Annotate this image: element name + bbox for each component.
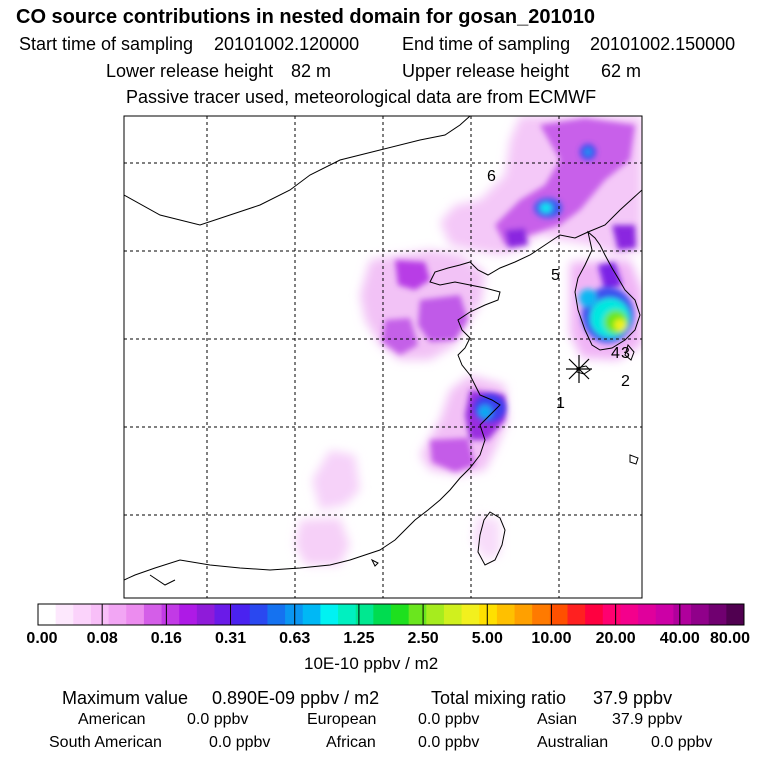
colorbar-swatch [338,604,357,625]
colorbar-swatch [426,604,445,625]
colorbar-label: 5.00 [471,630,503,647]
colorbar-label: 2.50 [407,630,439,647]
colorbar-swatch [214,604,233,625]
colorbar-swatch [285,604,304,625]
coastlines [124,116,642,586]
colorbar-label: 0.16 [150,630,182,647]
start-time-value: 20101002.120000 [214,34,360,54]
colorbar [37,603,745,626]
australian-value: 0.0 ppbv [651,734,713,751]
colorbar-swatch [532,604,551,625]
american-value: 0.0 ppbv [187,711,249,728]
european-label: European [307,711,377,728]
colorbar-swatch [726,604,745,625]
colorbar-swatch [585,604,604,625]
receptor-star-icon [566,355,592,383]
colorbar-swatch [479,604,498,625]
point-label-3: 3 [621,345,630,362]
colorbar-label: 0.08 [86,630,118,647]
colorbar-swatch [708,604,727,625]
colorbar-swatch [567,604,586,625]
total-mixing-value: 37.9 ppbv [593,688,673,708]
colorbar-swatch [143,604,163,625]
colorbar-swatch [355,604,374,625]
colorbar-swatch [549,604,568,625]
colorbar-label: 0.63 [279,630,311,647]
south-american-value: 0.0 ppbv [209,734,271,751]
colorbar-frame [37,603,745,626]
colorbar-swatch [602,604,621,625]
map-frame [123,115,643,599]
graticule [124,116,642,598]
lower-release-label: Lower release height [106,61,274,81]
colorbar-label: 0.31 [214,630,247,647]
colorbar-swatch [73,604,92,625]
figure-title: CO source contributions in nested domain… [16,6,596,28]
colorbar-label: 20.00 [595,630,636,647]
colorbar-swatch [620,604,639,625]
lower-release-value: 82 m [291,61,332,81]
colorbar-swatch [391,604,410,625]
colorbar-label: 80.00 [709,630,751,647]
colorbar-swatch [179,604,198,625]
asian-value: 37.9 ppbv [612,711,683,728]
colorbar-label: 40.00 [659,630,700,647]
start-time-label: Start time of sampling [19,34,194,54]
upper-release-label: Upper release height [402,61,570,81]
australian-label: Australian [537,734,609,751]
plume-medium [382,118,636,472]
tracer-note: Passive tracer used, meteorological data… [126,87,597,107]
colorbar-swatch [38,604,57,625]
colorbar-swatch [514,604,533,625]
max-value: 0.890E-09 ppbv / m2 [212,688,380,708]
colorbar-swatch [126,604,145,625]
end-time-value: 20101002.150000 [590,34,736,54]
colorbar-label: 1.25 [343,630,375,647]
colorbar-swatch [496,604,516,625]
point-label-2: 2 [621,373,630,390]
upper-release-value: 62 m [601,61,642,81]
colorbar-swatch [249,604,268,625]
colorbar-swatch [691,604,710,625]
colorbar-swatch [232,604,251,625]
point-label-4: 4 [611,345,620,362]
colorbar-swatch [408,604,427,625]
colorbar-unit: 10E-10 ppbv / m2 [304,654,439,673]
end-time-label: End time of sampling [402,34,571,54]
colorbar-swatch [443,604,463,625]
max-value-label: Maximum value [62,688,189,708]
south-american-label: South American [49,734,162,751]
european-value: 0.0 ppbv [418,711,480,728]
colorbar-label: 10.00 [531,630,572,647]
colorbar-swatch [55,604,74,625]
colorbar-swatch [302,604,321,625]
american-label: American [78,711,146,728]
colorbar-swatch [673,604,692,625]
asian-label: Asian [537,711,578,728]
colorbar-swatch [196,604,215,625]
african-label: African [326,734,376,751]
african-value: 0.0 ppbv [418,734,480,751]
colorbar-swatch [461,604,480,625]
colorbar-swatch [638,604,657,625]
colorbar-swatch [320,604,339,625]
colorbar-label: 0.00 [26,630,58,647]
plume-hotspots [474,144,634,422]
point-label-5: 5 [551,267,560,284]
total-mixing-label: Total mixing ratio [431,688,567,708]
colorbar-swatch [373,604,392,625]
point-label-6: 6 [487,168,496,185]
colorbar-swatch [655,604,674,625]
colorbar-swatch [108,604,127,625]
colorbar-swatch [267,604,286,625]
colorbar-swatch [90,604,110,625]
colorbar-swatch [161,604,180,625]
point-label-1: 1 [556,395,565,412]
